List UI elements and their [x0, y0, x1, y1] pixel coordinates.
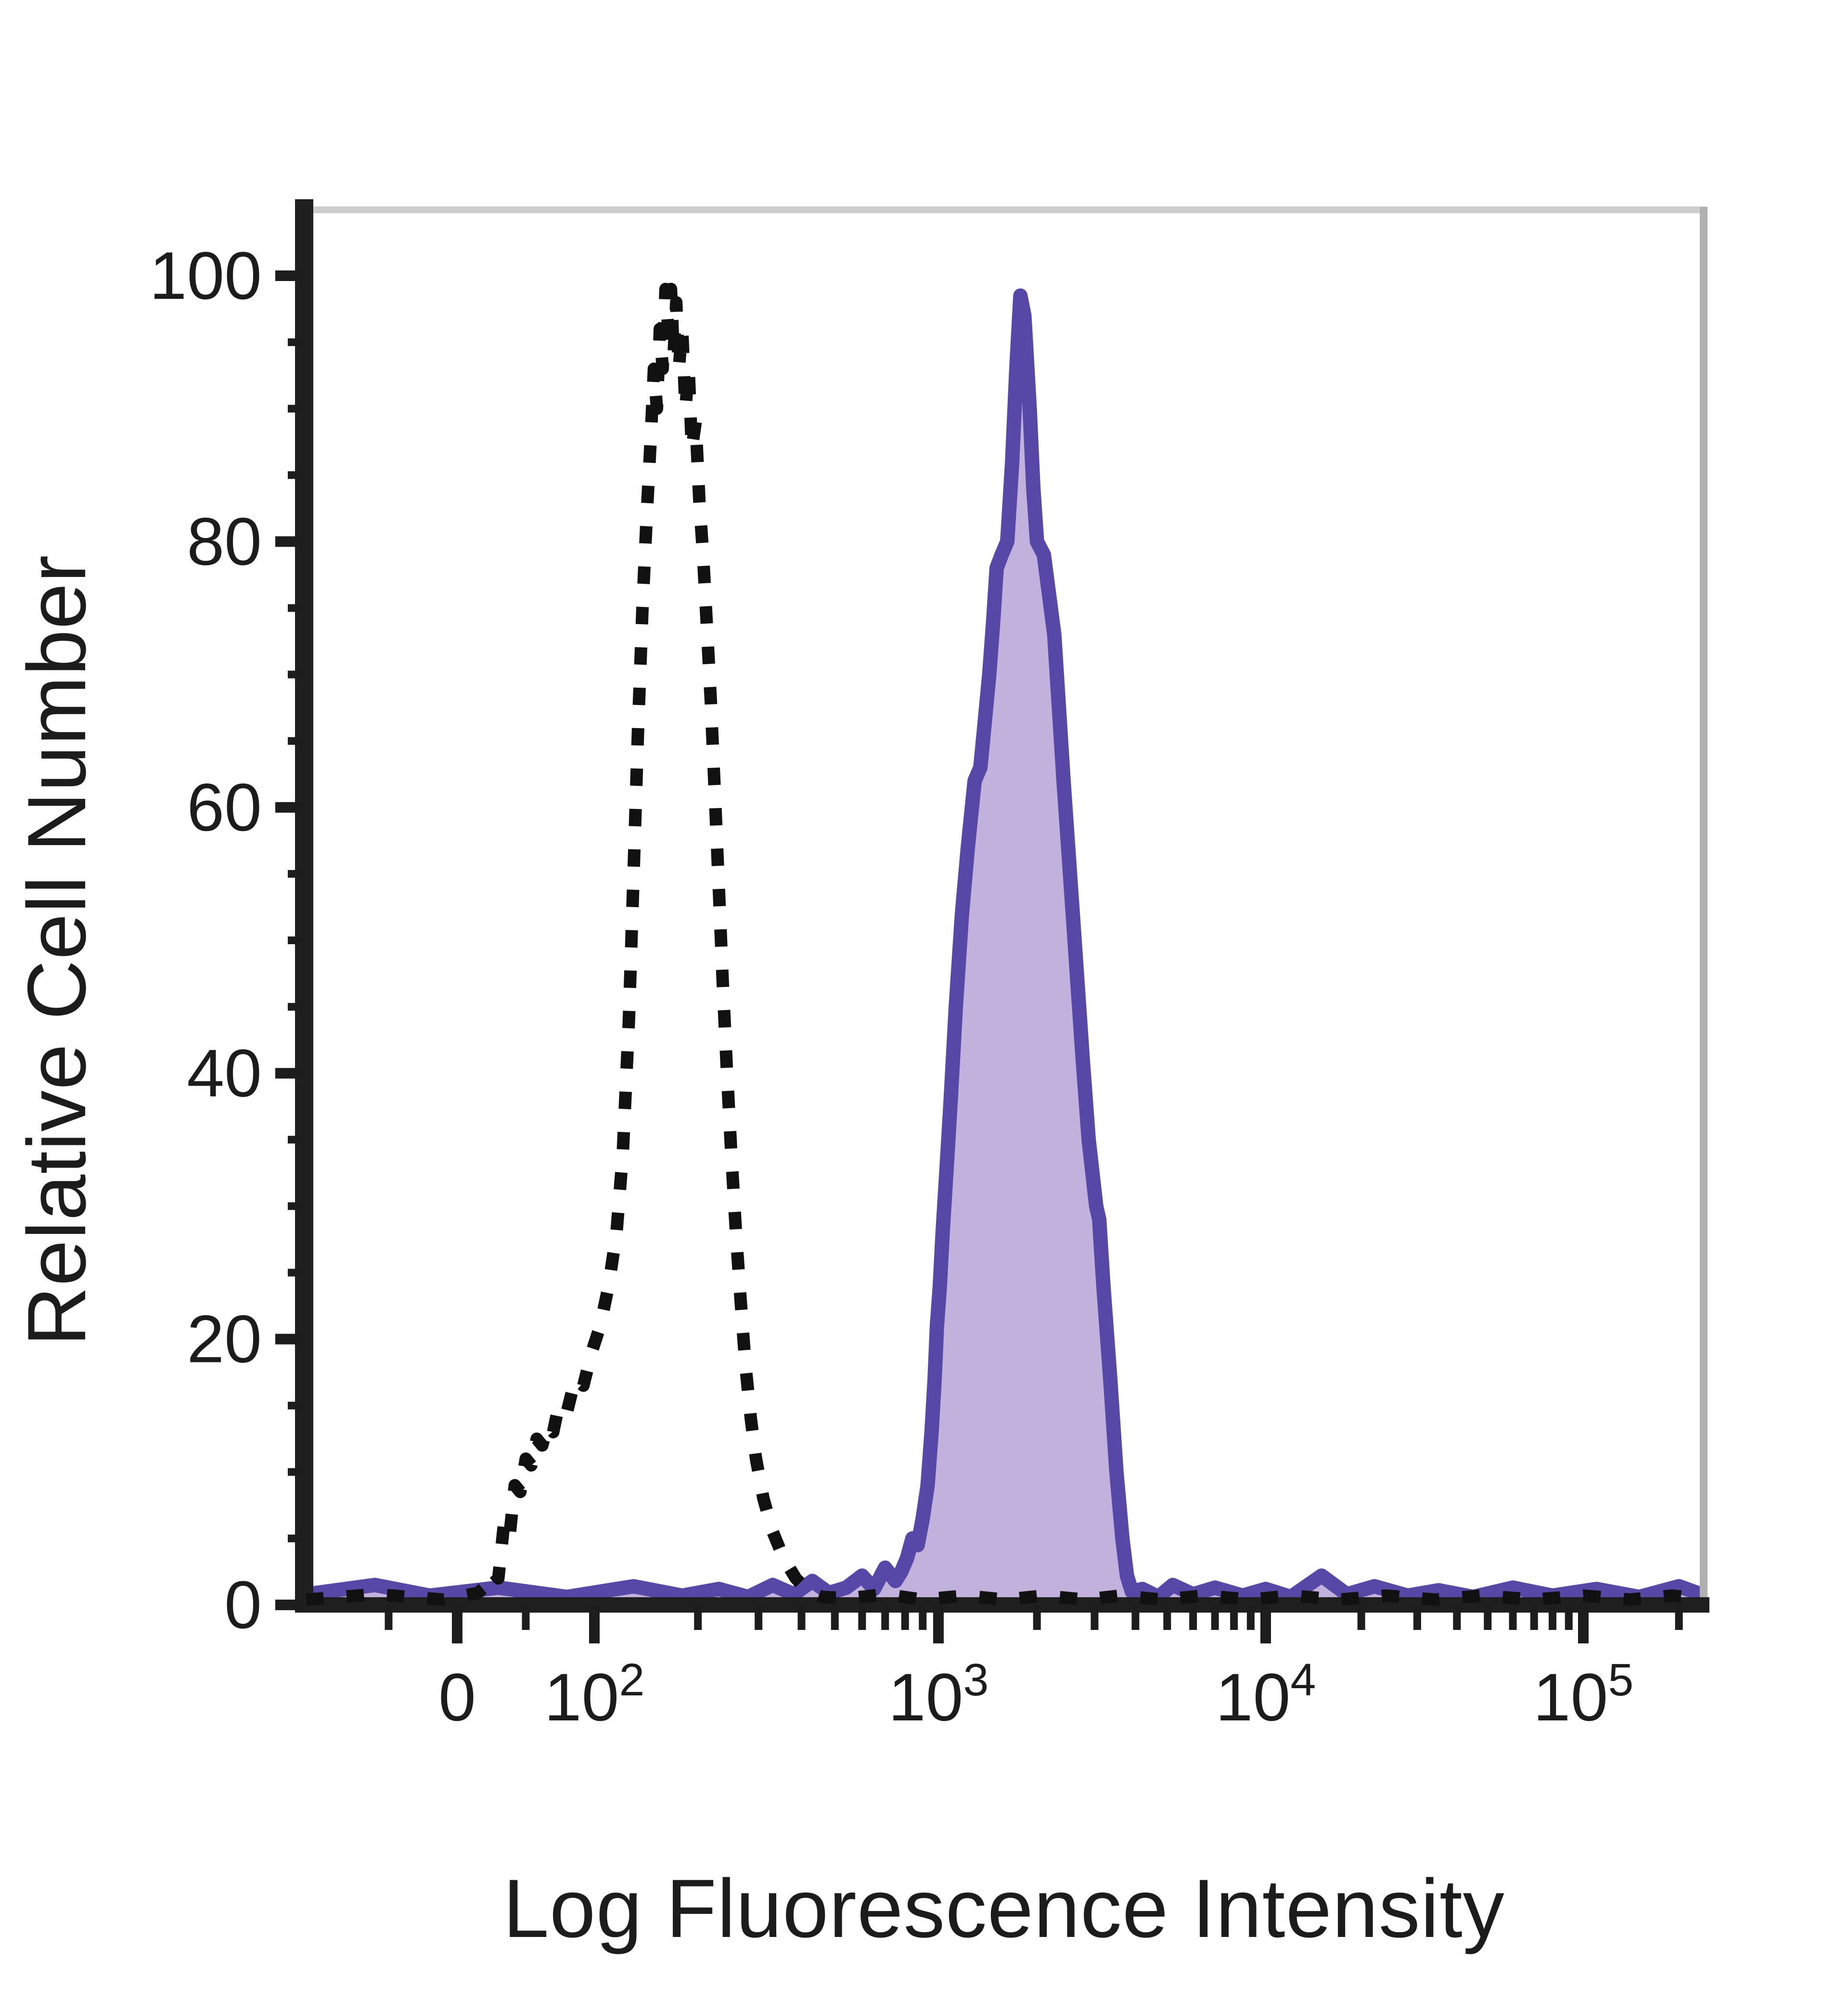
- y-tick-label: 40: [187, 1035, 262, 1111]
- control-dotted-outline: [306, 282, 1702, 1606]
- x-axis-ticks: 0 102 103 104 105: [385, 1605, 1683, 1735]
- x-tick-label: 103: [888, 1654, 989, 1735]
- y-tick-label: 20: [187, 1301, 262, 1377]
- y-tick-label: 60: [187, 769, 262, 845]
- x-axis-title: Log Fluorescence Intensity: [503, 1862, 1505, 1955]
- y-tick-label: 100: [149, 238, 262, 313]
- y-tick-label: 0: [224, 1567, 262, 1642]
- sample-outline: [305, 288, 1704, 1604]
- y-tick-label: 80: [187, 503, 262, 579]
- y-axis-title: Relative Cell Number: [11, 554, 103, 1346]
- x-tick-label: 104: [1216, 1654, 1316, 1735]
- x-tick-label: 105: [1533, 1654, 1634, 1735]
- x-tick-label: 102: [544, 1654, 645, 1735]
- y-axis-ticks: 0 20 40 60 80 100: [149, 238, 304, 1642]
- x-tick-label: 0: [438, 1659, 476, 1735]
- sample-area-fill: [306, 295, 1701, 1605]
